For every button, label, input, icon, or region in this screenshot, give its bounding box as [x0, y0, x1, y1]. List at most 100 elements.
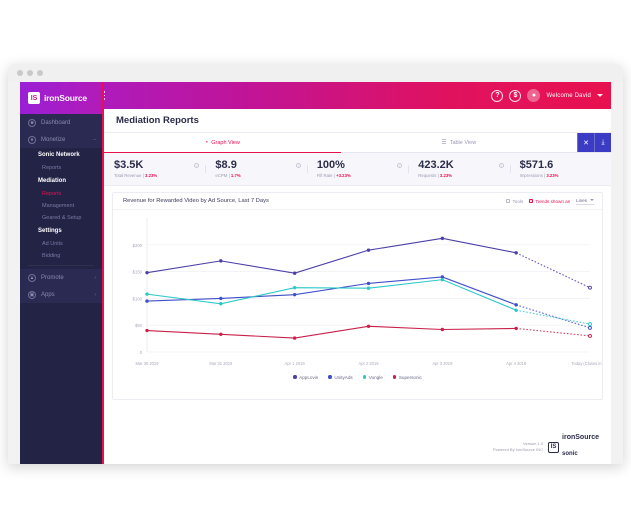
kpi-delta: 3.23% — [439, 172, 453, 178]
tab-table-view[interactable]: ☰ Table View — [341, 133, 578, 152]
legend-swatch — [293, 375, 297, 379]
data-point — [292, 285, 297, 290]
legend-item[interactable]: Supersonic — [392, 375, 422, 380]
data-point — [292, 292, 297, 297]
kpi-meta: Impressions | 3.23% — [519, 172, 559, 178]
legend-item[interactable]: Vungle — [362, 374, 383, 380]
legend-label: Vungle — [368, 374, 383, 380]
rocket-icon: ▲ — [28, 273, 36, 282]
trends-toggle[interactable]: Trends shown as — [529, 199, 570, 204]
expand-icon[interactable]: › — [94, 274, 96, 281]
kpi-delta: 3.23% — [145, 172, 158, 178]
sidebar-item-apps[interactable]: ▣ Apps › — [20, 286, 102, 303]
trend-type-select[interactable]: Lines — [576, 198, 594, 205]
y-axis-tick: 0 — [140, 350, 143, 355]
tab-graph-view[interactable]: ◔ Graph View — [104, 133, 341, 153]
data-point — [366, 281, 371, 286]
window-close-dot[interactable] — [17, 70, 23, 76]
apps-icon: ▣ — [28, 290, 36, 299]
x-axis-tick: Mar 31 2019 — [209, 361, 233, 366]
legend-item[interactable]: UnityAds — [328, 374, 353, 380]
sidebar-logo[interactable]: IS ironSource — [20, 82, 102, 114]
grid-icon: ■ — [28, 118, 36, 127]
legend-item[interactable]: AppLovin — [293, 375, 318, 380]
page-title: Mediation Reports — [116, 115, 199, 126]
data-point — [514, 326, 518, 331]
x-axis-tick: Apr 4 2019 — [506, 361, 527, 366]
kpi-delta: +3.23% — [336, 172, 351, 178]
legend-swatch — [328, 375, 332, 379]
legend-label: UnityAds — [334, 374, 353, 380]
info-icon[interactable]: i — [194, 163, 200, 169]
data-point — [366, 324, 371, 328]
kpi-value: 100% — [316, 159, 345, 172]
data-point — [366, 248, 371, 252]
kpi-meta: Requests | 3.23% — [418, 172, 453, 178]
data-point — [219, 332, 223, 337]
sidebar-item-label: Monetize — [41, 136, 66, 143]
billing-icon[interactable]: $ — [509, 89, 522, 102]
data-point — [145, 292, 149, 296]
sidebar-item-monetize[interactable]: ● Monetize – — [20, 131, 102, 148]
info-icon[interactable]: i — [397, 163, 403, 169]
legend-swatch — [392, 375, 397, 379]
sidebar-item-ad-units[interactable]: Ad Units — [42, 241, 63, 247]
filter-button[interactable]: ✕ — [577, 133, 594, 152]
sidebar-item-mediation-reports[interactable]: Reports — [42, 191, 62, 197]
tools-icon — [506, 199, 511, 203]
data-point — [145, 270, 149, 275]
info-icon[interactable]: i — [498, 163, 504, 169]
chart-plot-area: $200 $150 $100 $50 0 Mar 30 2019 Mar 31 2019 Ap… — [113, 210, 609, 370]
x-axis-tick: Apr 2 2019 — [358, 361, 379, 366]
sidebar-item-management[interactable]: Management — [42, 203, 75, 209]
sidebar-item-label: Promote — [41, 274, 64, 281]
save-button[interactable]: ⤓ — [594, 133, 611, 152]
kpi-meta: Fill Rate | +3.23% — [316, 172, 351, 178]
collapse-icon[interactable]: – — [93, 136, 96, 143]
data-point — [292, 271, 297, 275]
sidebar-item-sonic-reports[interactable]: Reports — [42, 165, 62, 171]
info-icon[interactable]: i — [295, 163, 301, 169]
view-tabstrip: ◔ Graph View ☰ Table View ✕ ⤓ — [104, 133, 611, 153]
trends-label: Trends shown as — [535, 198, 571, 204]
x-axis-tick: Mar 30 2019 — [136, 361, 160, 366]
data-point — [440, 275, 445, 279]
kpi-delta: 1.7% — [230, 172, 241, 178]
sidebar-item-geared-setup[interactable]: Geared & Setup — [42, 215, 82, 221]
window-minimize-dot[interactable] — [27, 70, 33, 76]
legend-label: AppLovin — [299, 374, 319, 380]
tools-label: Tools — [512, 198, 524, 204]
window-maximize-dot[interactable] — [37, 70, 43, 76]
help-icon[interactable]: ? — [491, 89, 504, 102]
kpi-value: $8.9 — [215, 159, 237, 172]
data-point — [292, 336, 297, 340]
data-point — [514, 303, 518, 307]
kpi-fill-rate: 100% Fill Rate | +3.23% i — [306, 159, 408, 178]
sidebar-item-dashboard[interactable]: ■ Dashboard — [20, 114, 102, 131]
topbar-right-group: ? $ ● Welcome David — [491, 89, 611, 102]
ironsource-logo-icon: IS — [28, 92, 40, 104]
browser-titlebar — [8, 64, 623, 82]
tools-toggle[interactable]: Tools — [506, 199, 523, 204]
sidebar-item-promote[interactable]: ▲ Promote › — [20, 269, 102, 286]
footer-powered: Powered By ironSource INC — [493, 447, 544, 452]
chevron-down-icon — [590, 199, 594, 201]
kpi-label: Impressions — [519, 172, 543, 178]
chart-controls: Tools Trends shown as Lines — [506, 198, 594, 205]
sidebar-group-sonic-network: Sonic Network — [38, 152, 80, 158]
avatar[interactable]: ● — [527, 89, 541, 102]
expand-icon[interactable]: › — [94, 291, 96, 298]
sidebar-divider — [28, 265, 94, 266]
pie-chart-icon: ◔ — [204, 139, 209, 146]
chevron-down-icon[interactable] — [597, 94, 603, 97]
x-axis-tick: Today (Closes in 1h) — [571, 361, 602, 366]
data-point — [440, 327, 445, 332]
y-axis-tick: $200 — [133, 243, 143, 248]
footer-logo: IS ironSource sonic — [548, 434, 599, 459]
page-header: Mediation Reports — [104, 109, 611, 133]
app-viewport: ? $ ● Welcome David IS ironSource ■ Dash… — [20, 82, 611, 464]
kpi-requests: 423.2K Requests | 3.23% i — [408, 160, 509, 178]
browser-window: ? $ ● Welcome David IS ironSource ■ Dash… — [8, 64, 623, 464]
sidebar-item-bidding[interactable]: Bidding — [42, 253, 61, 259]
main-content: Mediation Reports ◔ Graph View ☰ Table V… — [104, 109, 611, 464]
